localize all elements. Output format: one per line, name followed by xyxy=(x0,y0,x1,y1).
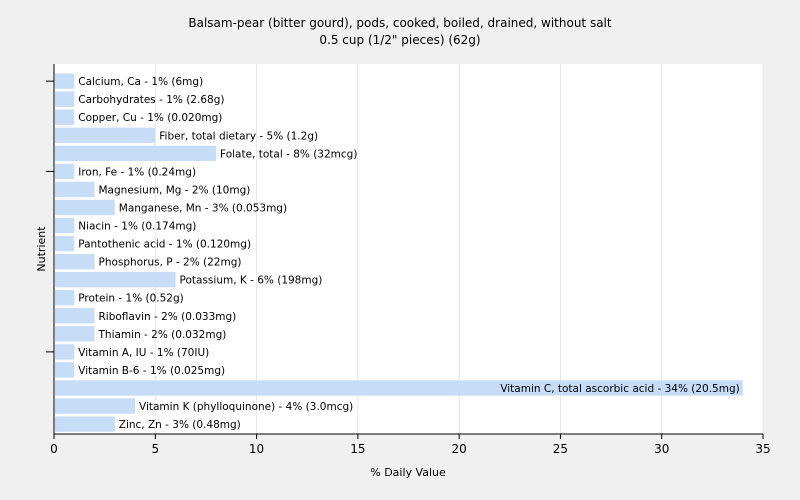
chart-title: Balsam-pear (bitter gourd), pods, cooked… xyxy=(188,16,612,30)
x-tick-label: 0 xyxy=(50,442,58,456)
x-tick-label: 20 xyxy=(452,442,467,456)
bar xyxy=(55,163,75,180)
bar-label: Vitamin A, IU - 1% (70IU) xyxy=(78,347,209,359)
x-tick-label: 30 xyxy=(654,442,669,456)
bar xyxy=(55,272,176,288)
bar xyxy=(55,308,95,324)
bar xyxy=(55,380,743,396)
bar-label: Magnesium, Mg - 2% (10mg) xyxy=(99,184,251,196)
bar xyxy=(55,181,95,198)
chart-subtitle: 0.5 cup (1/2" pieces) (62g) xyxy=(319,33,480,47)
bar xyxy=(55,199,115,216)
bar xyxy=(55,73,75,89)
x-axis-label: % Daily Value xyxy=(370,466,446,479)
bar xyxy=(55,416,115,432)
x-tick-label: 5 xyxy=(151,442,159,456)
bar xyxy=(55,290,75,306)
bar-label: Carbohydrates - 1% (2.68g) xyxy=(78,94,224,106)
x-tick-label: 35 xyxy=(755,442,770,456)
bar xyxy=(55,326,95,342)
bar xyxy=(55,253,95,270)
bars: Calcium, Ca - 1% (6mg) Carbohydrates - 1%… xyxy=(55,73,743,432)
bar-label: Vitamin B-6 - 1% (0.025mg) xyxy=(78,365,225,377)
bar-label: Vitamin C, total ascorbic acid - 34% (20… xyxy=(500,383,739,395)
bar xyxy=(55,145,217,162)
bar xyxy=(55,91,75,107)
bar-label: Vitamin K (phylloquinone) - 4% (3.0mcg) xyxy=(139,401,353,413)
x-tick-label: 15 xyxy=(350,442,365,456)
bar-label: Zinc, Zn - 3% (0.48mg) xyxy=(119,419,241,431)
x-tick-label: 10 xyxy=(249,442,264,456)
bar-label: Calcium, Ca - 1% (6mg) xyxy=(78,76,203,88)
bar xyxy=(55,127,156,143)
bar-label: Phosphorus, P - 2% (22mg) xyxy=(99,257,242,269)
bar-label: Iron, Fe - 1% (0.24mg) xyxy=(78,166,196,178)
bar xyxy=(55,217,75,234)
bar xyxy=(55,235,75,252)
x-ticks: 0 5 10 15 20 25 30 35 xyxy=(46,80,771,456)
bar-label: Fiber, total dietary - 5% (1.2g) xyxy=(159,130,318,142)
x-tick-label: 25 xyxy=(553,442,568,456)
bar xyxy=(55,398,136,414)
bar-label: Thiamin - 2% (0.032mg) xyxy=(98,329,227,341)
bar xyxy=(55,344,75,360)
grid-lines xyxy=(154,64,764,434)
bar-label: Riboflavin - 2% (0.033mg) xyxy=(99,311,237,323)
bar-label: Niacin - 1% (0.174mg) xyxy=(78,221,196,233)
bar-label: Manganese, Mn - 3% (0.053mg) xyxy=(119,202,287,214)
bar-label: Potassium, K - 6% (198mg) xyxy=(180,275,323,287)
y-axis-label: Nutrient xyxy=(35,226,48,272)
bar xyxy=(55,362,75,378)
bar-label: Protein - 1% (0.52g) xyxy=(78,293,184,305)
bar-label: Copper, Cu - 1% (0.020mg) xyxy=(78,112,222,124)
plot-area xyxy=(54,64,763,434)
bar-label: Pantothenic acid - 1% (0.120mg) xyxy=(78,239,251,251)
axes xyxy=(53,64,763,435)
bar xyxy=(55,109,75,125)
bar-label: Folate, total - 8% (32mcg) xyxy=(220,148,357,160)
